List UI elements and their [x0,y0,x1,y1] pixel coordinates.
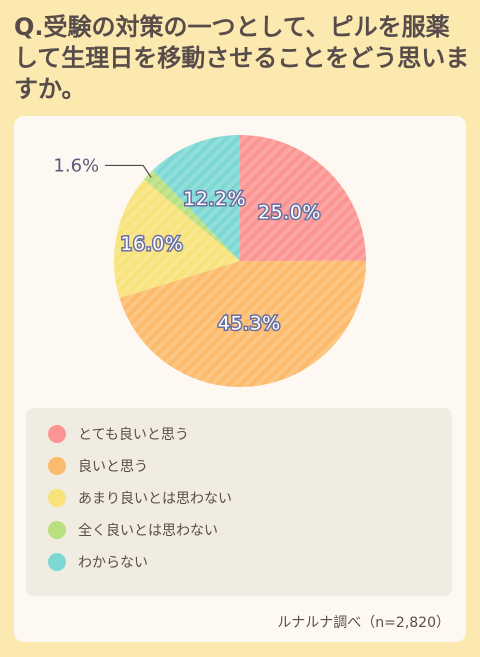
legend-swatch [48,457,66,475]
legend-item: 良いと思う [48,455,148,477]
slice-value-label: 12.2% [183,188,246,210]
legend-item: わからない [48,551,148,573]
source-note: ルナルナ調べ（n=2,820） [277,615,450,631]
legend-swatch [48,553,66,571]
legend-label: わからない [78,555,148,571]
slice-value-label: 1.6% [53,155,99,176]
question-title: Q.受験の対策の一つとして、ピルを服薬して生理日を移動させることをどう思いますか… [14,13,470,103]
pie-slice-texture [152,135,240,261]
chart-card: 25.0% 45.3% 16.0% 1.6% 12.2% とても良いと思う 良いと思うあま… [14,116,466,642]
legend: とても良いと思う 良いと思うあまり良いとは思わない 全く良いとは思わない わからない [26,408,452,596]
pie-slice-texture [144,170,240,261]
pie-slice-texture [119,260,366,388]
legend-label: とても良いと思う [78,427,189,443]
slice-value-label: 45.3% [218,312,281,334]
slice-value-label: 16.0% [120,233,183,255]
legend-label: 良いと思う [78,459,148,475]
legend-item: 全く良いとは思わない [48,519,218,541]
legend-item: とても良いと思う [48,423,189,445]
legend-item: あまり良いとは思わない [48,487,232,509]
pie-slice-texture [114,179,240,299]
legend-label: あまり良いとは思わない [78,491,232,507]
leader-line [105,164,152,178]
pie-slice-texture [240,135,366,261]
legend-swatch [48,489,66,507]
pie-chart: 25.0% 45.3% 16.0% 1.6% 12.2% [53,135,366,388]
slice-value-label: 25.0% [258,201,321,223]
legend-swatch [48,521,66,539]
legend-label: 全く良いとは思わない [78,523,218,539]
legend-swatch [48,425,66,443]
